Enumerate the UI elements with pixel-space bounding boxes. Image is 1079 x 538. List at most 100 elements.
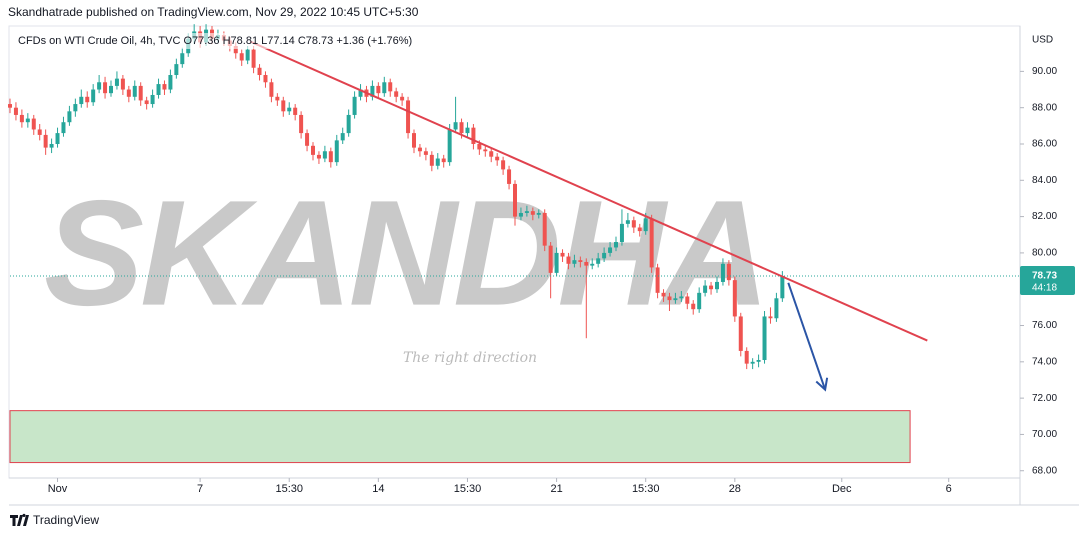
candle-body (43, 134, 48, 148)
candle-body (103, 82, 108, 94)
candle-body (168, 75, 173, 90)
candle-body (477, 143, 482, 150)
candle-body (305, 133, 310, 146)
candle-body (655, 267, 660, 293)
watermark: SKANDHA (44, 169, 766, 337)
candle-body (79, 96, 84, 105)
candle-body (150, 94, 155, 105)
candle-body (406, 100, 411, 134)
candle-body (257, 67, 262, 76)
x-tick-label: Nov (48, 483, 68, 495)
candle-body (423, 151, 428, 155)
candle-body (239, 53, 244, 61)
candle-body (584, 261, 589, 266)
candle-body (661, 292, 666, 297)
legend: CFDs on WTI Crude Oil, 4h, TVC O77.36 H7… (18, 35, 412, 47)
candle-body (596, 258, 601, 264)
candle-body (602, 252, 607, 259)
candle-body (566, 256, 571, 264)
candle-body (37, 129, 42, 135)
candle-body (67, 111, 72, 123)
candle-body (19, 114, 24, 123)
candle-body (578, 260, 583, 262)
x-tick-label: 14 (372, 483, 384, 495)
watermark-tagline: The right direction (403, 350, 537, 366)
x-tick-label: 15:30 (632, 483, 660, 495)
footer-logo (10, 513, 29, 526)
candle-body (85, 96, 90, 103)
candle-body (334, 140, 339, 163)
candle-body (530, 211, 535, 215)
y-tick-label: 80.00 (1032, 248, 1057, 259)
forecast-arrow (787, 282, 827, 390)
candle-body (269, 82, 274, 97)
candle-body (744, 350, 749, 364)
candle-body (768, 316, 773, 319)
candle-body (465, 127, 470, 134)
candle-body (144, 100, 149, 105)
arrow-head (815, 377, 829, 392)
countdown: 44:18 (1032, 283, 1057, 294)
legend-bg (14, 33, 459, 49)
candle-body (25, 118, 30, 123)
candle-body (394, 91, 399, 97)
candle-body (126, 89, 131, 97)
candle-body (697, 292, 702, 310)
candle-body (417, 147, 422, 152)
candle-body (691, 303, 696, 310)
candle-body (507, 169, 512, 184)
candle-body (287, 107, 292, 112)
candle-body (328, 151, 333, 163)
candle-body (501, 160, 506, 170)
candle-body (275, 96, 280, 101)
candle-body (73, 104, 78, 112)
candle-body (138, 85, 143, 101)
candle-body (625, 220, 630, 224)
candle-body (233, 45, 238, 54)
candle-body (340, 133, 345, 141)
candle-body (685, 296, 690, 304)
y-tick-label: 76.00 (1032, 320, 1057, 331)
candle-body (322, 151, 327, 159)
trendline (249, 40, 928, 342)
candle-body (720, 263, 725, 282)
y-tick-label: 72.00 (1032, 393, 1057, 404)
candle-body (293, 107, 298, 115)
candle-body (679, 296, 684, 299)
candle-body (489, 151, 494, 157)
candle-body (49, 143, 54, 148)
candle-body (560, 252, 565, 257)
candle-body (554, 252, 559, 273)
publish-info: Skandhatrade published on TradingView.co… (8, 5, 419, 19)
candle-body (453, 122, 458, 130)
candle-body (370, 85, 375, 97)
candle-body (614, 242, 618, 248)
candle-body (780, 275, 785, 299)
candle-body (471, 127, 476, 144)
x-tick-label: 21 (550, 483, 562, 495)
candle-body (13, 107, 18, 115)
candle-body (316, 154, 321, 159)
candle-body (637, 227, 642, 232)
candle-body (97, 82, 102, 90)
candle-body (8, 104, 12, 108)
candle-body (55, 133, 60, 144)
candle-body (376, 85, 381, 94)
candle-body (447, 129, 452, 163)
candle-body (174, 64, 179, 76)
x-tick-label: 6 (946, 483, 952, 495)
candle-body (251, 49, 256, 68)
candle-body (281, 100, 286, 112)
candle-body (156, 84, 161, 95)
candle-body (667, 296, 672, 301)
x-tick-label: 28 (729, 483, 741, 495)
candle-body (263, 75, 268, 83)
currency: USD (1032, 35, 1053, 46)
candle-body (673, 298, 678, 301)
last-price-box (1020, 265, 1075, 295)
x-tick-label: 15:30 (454, 483, 482, 495)
candle-body (750, 361, 755, 364)
y-tick-label: 86.00 (1032, 139, 1057, 150)
y-tick-label: 84.00 (1032, 175, 1057, 186)
